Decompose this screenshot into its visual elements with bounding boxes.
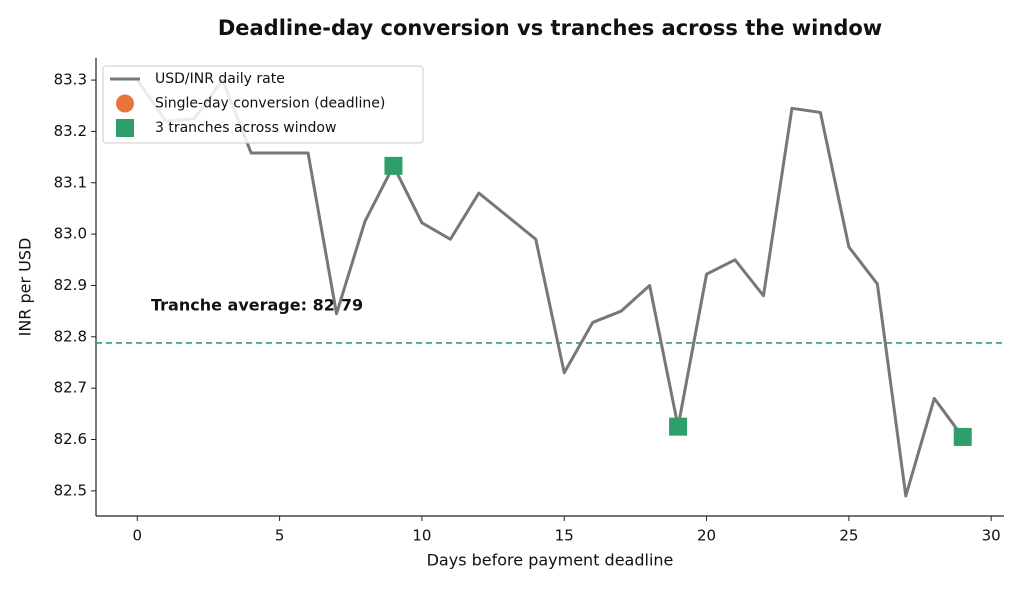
x-axis-label: Days before payment deadline <box>427 551 674 570</box>
tranche-point <box>384 156 403 175</box>
legend-swatch <box>116 94 134 113</box>
tranche-point <box>669 417 688 436</box>
x-tick-label: 30 <box>982 527 1001 545</box>
y-tick-label: 83.3 <box>54 71 87 89</box>
legend-label: 3 tranches across window <box>155 120 336 136</box>
tranche-point <box>953 427 972 446</box>
chart-title: Deadline-day conversion vs tranches acro… <box>218 16 882 40</box>
y-tick-label: 82.5 <box>54 481 87 499</box>
x-tick-label: 0 <box>132 527 142 545</box>
x-tick-label: 15 <box>555 527 574 545</box>
legend-swatch <box>116 119 134 137</box>
legend-label: USD/INR daily rate <box>155 71 285 87</box>
x-tick-label: 25 <box>839 527 858 545</box>
y-tick-label: 83.0 <box>54 225 87 243</box>
average-label: Tranche average: 82.79 <box>151 296 363 315</box>
x-tick-label: 5 <box>275 527 285 545</box>
y-tick-label: 83.2 <box>54 122 87 140</box>
x-tick-label: 10 <box>412 527 431 545</box>
legend-label: Single-day conversion (deadline) <box>155 96 385 112</box>
y-tick-label: 82.8 <box>54 327 87 345</box>
legend-box <box>102 65 424 144</box>
y-tick-label: 82.6 <box>54 430 87 448</box>
y-axis-label: INR per USD <box>16 238 35 337</box>
y-tick-label: 82.9 <box>54 276 87 294</box>
x-tick-label: 20 <box>697 527 716 545</box>
legend: USD/INR daily rate Single-day conversion … <box>102 65 424 144</box>
y-tick-label: 82.7 <box>54 379 87 397</box>
rate-line <box>136 78 964 498</box>
y-tick-label: 83.1 <box>54 173 87 191</box>
